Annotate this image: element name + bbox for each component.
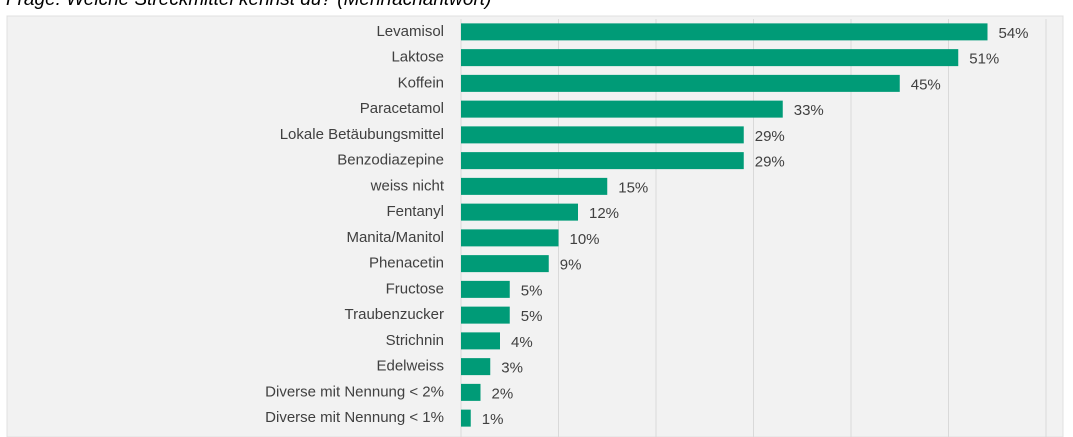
value-label: 4%: [511, 334, 533, 351]
value-label: 1%: [482, 411, 504, 428]
bar: [461, 100, 783, 118]
y-tick-label: Traubenzucker: [345, 306, 445, 323]
bar: [461, 255, 549, 273]
bar: [461, 49, 959, 67]
bar: [461, 280, 510, 298]
y-tick-label: Edelweiss: [376, 358, 444, 375]
value-label: 29%: [755, 128, 785, 145]
y-tick-label: Fructose: [386, 280, 444, 297]
value-label: 9%: [560, 257, 582, 274]
bar: [461, 23, 988, 41]
bar: [461, 358, 491, 376]
bar: [461, 332, 500, 350]
y-tick-label: Paracetamol: [360, 100, 444, 117]
bar: [461, 126, 744, 144]
bar: [461, 306, 510, 324]
value-label: 54%: [999, 25, 1029, 42]
y-tick-label: Benzodiazepine: [337, 152, 444, 169]
y-tick-label: Levamisol: [376, 23, 444, 40]
y-tick-label: Diverse mit Nennung < 2%: [265, 383, 444, 400]
y-tick-label: Laktose: [391, 49, 444, 66]
bar: [461, 229, 559, 247]
value-label: 15%: [618, 179, 648, 196]
y-tick-label: Fentanyl: [386, 203, 444, 220]
value-label: 10%: [570, 231, 600, 248]
bar: [461, 383, 481, 401]
value-label: 12%: [589, 205, 619, 222]
y-tick-label: weiss nicht: [370, 177, 445, 194]
y-tick-label: Lokale Betäubungsmittel: [280, 126, 444, 143]
bar: [461, 409, 471, 427]
y-tick-label: Diverse mit Nennung < 1%: [265, 409, 444, 426]
value-label: 5%: [521, 282, 543, 299]
y-tick-label: Manita/Manitol: [346, 229, 444, 246]
value-label: 51%: [969, 51, 999, 68]
chart-title: Frage: Welche Streckmittel kennst du? (M…: [6, 0, 491, 10]
value-label: 33%: [794, 102, 824, 119]
value-label: 5%: [521, 308, 543, 325]
value-label: 3%: [501, 360, 523, 377]
y-tick-label: Koffein: [398, 74, 444, 91]
value-label: 45%: [911, 76, 941, 93]
bar: [461, 74, 900, 92]
value-label: 29%: [755, 154, 785, 171]
bar: [461, 152, 744, 170]
y-tick-label: Phenacetin: [369, 255, 444, 272]
bar: [461, 203, 578, 221]
bar: [461, 177, 608, 195]
value-label: 2%: [492, 385, 514, 402]
y-tick-label: Strichnin: [386, 332, 444, 349]
